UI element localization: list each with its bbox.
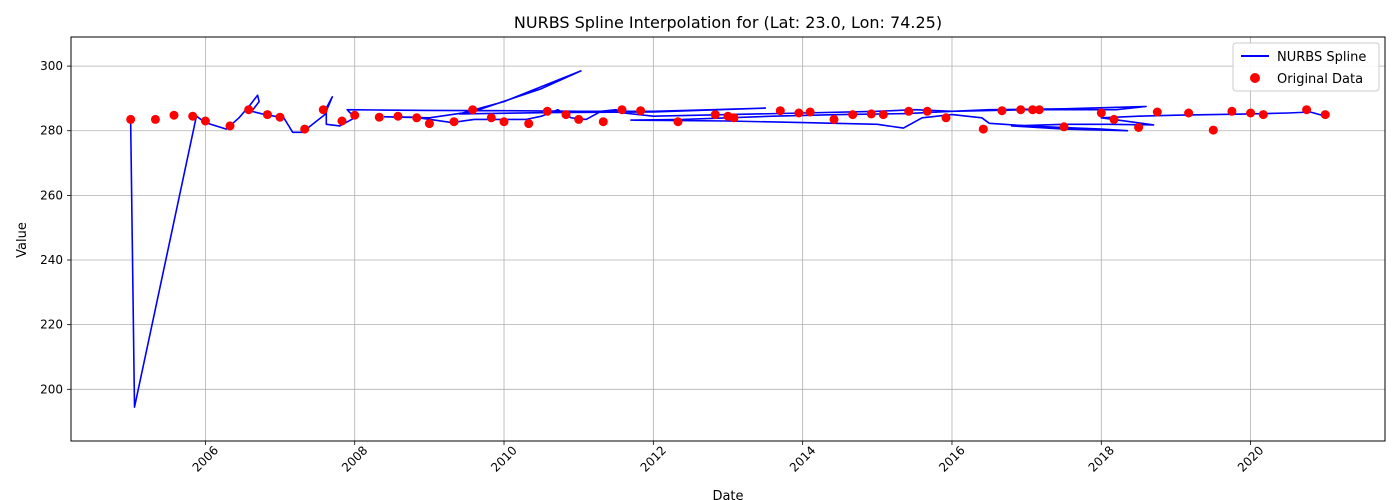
data-point [1016, 105, 1026, 115]
data-point [775, 106, 785, 116]
data-point [412, 113, 422, 123]
data-point [673, 117, 683, 127]
data-point [1034, 105, 1044, 115]
data-point [262, 110, 272, 120]
data-point [848, 110, 858, 120]
data-point [499, 117, 509, 127]
data-point [978, 124, 988, 134]
legend: NURBS Spline Original Data [1232, 42, 1380, 92]
data-point [244, 105, 254, 115]
x-axis-label: Date [712, 489, 743, 500]
data-point [904, 106, 914, 116]
data-point [449, 117, 459, 127]
data-point [468, 105, 478, 115]
data-point [941, 113, 951, 123]
data-point [1246, 108, 1256, 118]
y-axis-label: Value [15, 222, 30, 258]
data-point [1028, 105, 1038, 115]
data-point [829, 114, 839, 124]
data-point [598, 117, 608, 127]
legend-box [1232, 42, 1380, 92]
data-point [574, 114, 584, 124]
nurbs-spline-series [129, 70, 1326, 408]
y-tick-label: 280 [40, 124, 63, 138]
plot-frame [70, 36, 1386, 442]
grid-lines [71, 37, 1385, 441]
y-tick-label: 260 [40, 188, 63, 202]
data-point [794, 108, 804, 118]
data-point [1096, 108, 1106, 118]
chart-title: NURBS Spline Interpolation for (Lat: 23.… [514, 13, 942, 32]
data-point [805, 107, 815, 117]
data-point [1320, 110, 1330, 120]
data-point [1134, 123, 1144, 132]
data-point [225, 121, 235, 131]
data-point [424, 119, 434, 129]
data-point [878, 110, 888, 120]
data-point [1184, 108, 1194, 118]
spline-line [129, 70, 1326, 408]
data-point [393, 111, 403, 121]
data-point [1302, 105, 1312, 115]
data-point [1258, 110, 1268, 120]
y-tick-label: 200 [40, 382, 63, 396]
data-point [524, 119, 534, 129]
original-data-series [126, 105, 1330, 135]
data-point [318, 105, 328, 115]
data-point [337, 116, 347, 126]
data-point [922, 106, 932, 116]
data-point [997, 106, 1007, 116]
data-point [300, 124, 310, 134]
y-tick-label: 220 [40, 318, 63, 332]
data-point [200, 116, 210, 126]
y-tick-label: 300 [40, 59, 63, 73]
data-point [542, 106, 552, 116]
data-point [374, 112, 384, 122]
data-point [169, 110, 179, 120]
y-tick-label: 240 [40, 253, 63, 267]
data-point [729, 113, 739, 123]
legend-marker-swatch [1250, 73, 1260, 83]
legend-label-original: Original Data [1277, 72, 1363, 87]
data-point [636, 106, 646, 116]
data-point [1208, 125, 1218, 135]
data-point [150, 114, 160, 124]
data-point [350, 110, 360, 120]
data-point [486, 113, 496, 123]
data-point [617, 105, 627, 115]
data-point [866, 109, 876, 119]
data-point [1109, 114, 1119, 124]
data-point [126, 114, 136, 124]
data-point [275, 112, 285, 122]
data-point [1227, 106, 1237, 116]
data-point [1152, 107, 1162, 117]
data-point [188, 111, 198, 121]
legend-label-spline: NURBS Spline [1277, 50, 1366, 65]
data-point [710, 110, 720, 120]
data-point [561, 110, 571, 120]
data-point [1059, 122, 1069, 132]
y-axis-ticks: 200 220 240 260 280 300 [40, 59, 71, 396]
